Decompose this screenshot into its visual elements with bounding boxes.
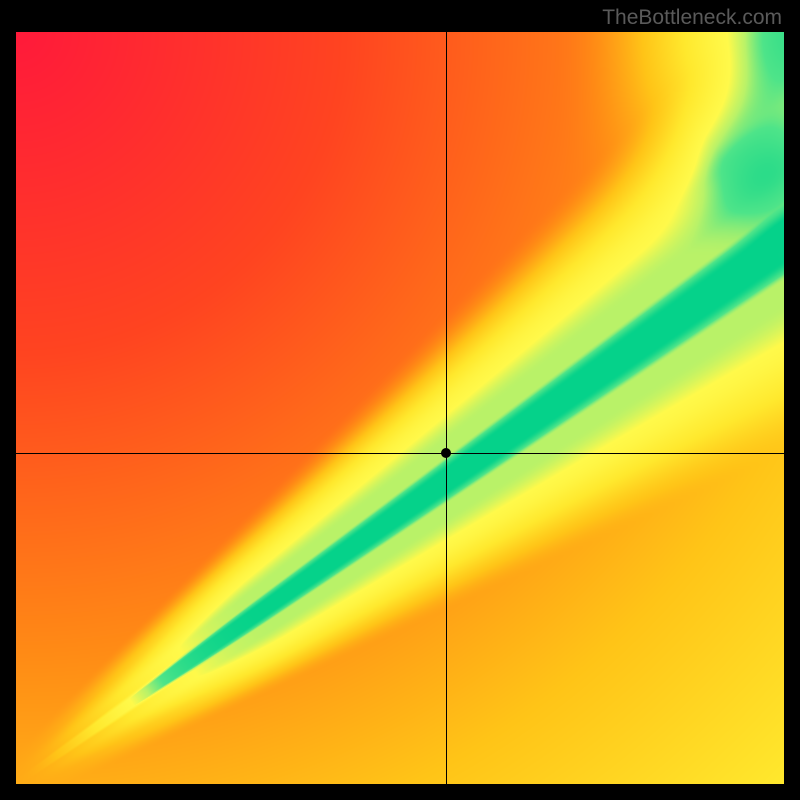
crosshair-marker: [441, 448, 451, 458]
crosshair-horizontal: [16, 453, 784, 454]
chart-container: TheBottleneck.com: [0, 0, 800, 800]
watermark-text: TheBottleneck.com: [602, 6, 782, 30]
heatmap-canvas: [16, 32, 784, 784]
crosshair-vertical: [446, 32, 447, 784]
